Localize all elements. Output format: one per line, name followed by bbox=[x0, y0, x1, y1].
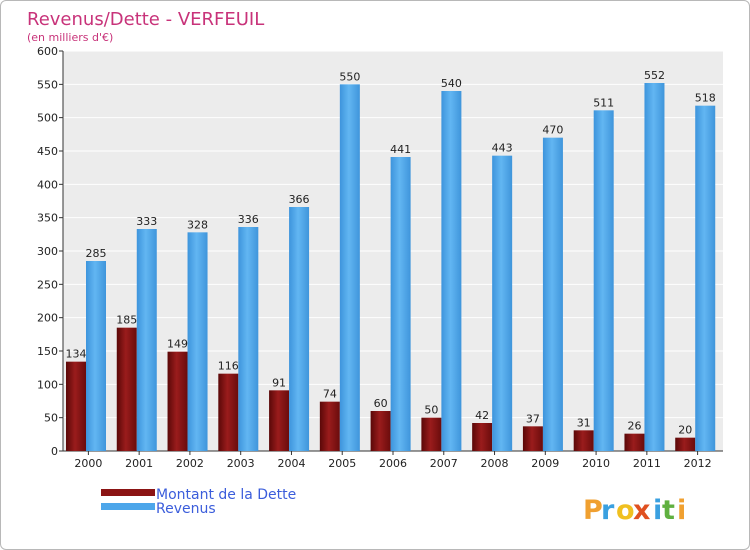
bar-dette-2004 bbox=[269, 390, 290, 451]
x-tick-label: 2005 bbox=[328, 457, 356, 470]
data-label: 149 bbox=[167, 338, 188, 351]
logo-letter: P bbox=[583, 495, 603, 526]
data-label: 550 bbox=[339, 70, 360, 83]
data-label: 60 bbox=[374, 397, 388, 410]
data-label: 285 bbox=[86, 247, 107, 260]
bar-dette-2003 bbox=[218, 373, 239, 451]
bar-dette-2011 bbox=[624, 433, 645, 451]
bars-layer bbox=[66, 83, 716, 452]
bar-revenus-2000 bbox=[86, 261, 106, 451]
bar-revenus-2005 bbox=[339, 84, 360, 451]
y-tick-label: 250 bbox=[37, 278, 58, 291]
legend-label: Revenus bbox=[156, 501, 216, 517]
legend-swatch-revenus bbox=[101, 503, 155, 510]
bar-revenus-2002 bbox=[187, 232, 208, 451]
data-label: 366 bbox=[289, 193, 310, 206]
data-label: 511 bbox=[593, 96, 614, 109]
logo-letter: t bbox=[662, 495, 675, 526]
x-tick-label: 2011 bbox=[633, 457, 661, 470]
bar-revenus-2009 bbox=[542, 137, 563, 451]
y-tick-label: 350 bbox=[37, 212, 58, 225]
legend-label: Montant de la Dette bbox=[156, 487, 296, 503]
data-label: 26 bbox=[627, 420, 641, 433]
data-label: 37 bbox=[526, 412, 540, 425]
bar-dette-2002 bbox=[167, 351, 188, 451]
data-label: 185 bbox=[116, 314, 137, 327]
data-label: 134 bbox=[66, 348, 87, 361]
x-tick-label: 2008 bbox=[481, 457, 509, 470]
x-tick-label: 2007 bbox=[430, 457, 458, 470]
data-label: 91 bbox=[272, 376, 286, 389]
data-label: 441 bbox=[390, 143, 411, 156]
bar-dette-2000 bbox=[66, 361, 86, 451]
data-label: 333 bbox=[136, 215, 157, 228]
data-label: 116 bbox=[218, 360, 239, 373]
bar-revenus-2010 bbox=[593, 110, 614, 451]
data-label: 74 bbox=[323, 388, 337, 401]
logo-letter: o bbox=[616, 495, 635, 526]
chart-title: Revenus/Dette - VERFEUIL bbox=[27, 9, 264, 30]
bar-dette-2012 bbox=[675, 437, 696, 451]
x-tick-label: 2001 bbox=[125, 457, 153, 470]
legend-swatch-dette bbox=[101, 489, 155, 496]
bar-revenus-2006 bbox=[390, 157, 411, 451]
y-tick-label: 150 bbox=[37, 345, 58, 358]
data-label: 328 bbox=[187, 218, 208, 231]
bar-revenus-2012 bbox=[695, 105, 716, 452]
x-tick-label: 2009 bbox=[531, 457, 559, 470]
bar-dette-2001 bbox=[116, 327, 137, 451]
bar-revenus-2008 bbox=[492, 155, 513, 451]
bar-dette-2007 bbox=[421, 417, 442, 451]
bar-dette-2006 bbox=[370, 411, 391, 451]
x-tick-label: 2012 bbox=[684, 457, 712, 470]
y-tick-label: 300 bbox=[37, 245, 58, 258]
x-tick-label: 2003 bbox=[227, 457, 255, 470]
chart-subtitle: (en milliers d'€) bbox=[27, 31, 113, 44]
data-label: 336 bbox=[238, 213, 259, 226]
bar-revenus-2001 bbox=[136, 229, 157, 451]
data-label: 20 bbox=[678, 424, 692, 437]
y-tick-label: 400 bbox=[37, 178, 58, 191]
x-tick-label: 2006 bbox=[379, 457, 407, 470]
x-tick-label: 2000 bbox=[74, 457, 102, 470]
data-label: 470 bbox=[542, 124, 563, 137]
logo-letter: x bbox=[633, 495, 650, 526]
bar-revenus-2004 bbox=[289, 207, 310, 451]
bar-revenus-2007 bbox=[441, 91, 462, 451]
y-tick-label: 550 bbox=[37, 78, 58, 91]
logo-letter: r bbox=[601, 495, 615, 526]
bar-dette-2009 bbox=[522, 426, 543, 451]
proxiti-logo: Pr ox i t i bbox=[583, 495, 686, 526]
bar-dette-2010 bbox=[573, 430, 594, 451]
data-label: 518 bbox=[695, 92, 716, 105]
data-label: 443 bbox=[492, 142, 513, 155]
data-label: 552 bbox=[644, 69, 665, 82]
y-tick-label: 600 bbox=[37, 45, 58, 58]
x-tick-label: 2010 bbox=[582, 457, 610, 470]
y-tick-label: 100 bbox=[37, 378, 58, 391]
logo-letter: i bbox=[677, 495, 686, 526]
labels-layer: 0501001502002503003504004505005506001342… bbox=[37, 45, 716, 470]
x-tick-label: 2002 bbox=[176, 457, 204, 470]
bar-dette-2005 bbox=[319, 401, 340, 451]
bar-dette-2008 bbox=[472, 423, 493, 451]
y-tick-label: 450 bbox=[37, 145, 58, 158]
bar-revenus-2011 bbox=[644, 83, 665, 451]
y-tick-label: 200 bbox=[37, 312, 58, 325]
y-tick-label: 50 bbox=[44, 412, 58, 425]
y-tick-label: 500 bbox=[37, 112, 58, 125]
data-label: 50 bbox=[424, 404, 438, 417]
x-tick-label: 2004 bbox=[277, 457, 305, 470]
data-label: 31 bbox=[577, 416, 591, 429]
data-label: 42 bbox=[475, 409, 489, 422]
logo-letter: i bbox=[653, 495, 662, 526]
bar-revenus-2003 bbox=[238, 227, 259, 451]
y-tick-label: 0 bbox=[51, 445, 58, 458]
data-label: 540 bbox=[441, 77, 462, 90]
